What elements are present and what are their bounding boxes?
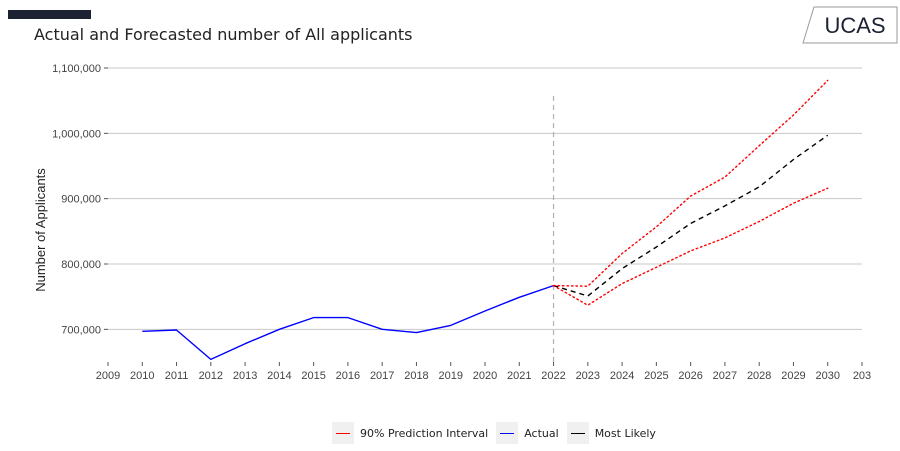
x-tick-label: 2014 xyxy=(267,370,291,382)
x-tick-label: 2021 xyxy=(507,370,531,382)
x-tick-label: 2022 xyxy=(541,370,565,382)
legend: 90% Prediction Interval Actual Most Like… xyxy=(332,421,664,445)
chart-title: Actual and Forecasted number of All appl… xyxy=(34,25,413,44)
logo-text: UCAS xyxy=(824,13,885,38)
x-tick-label: 2011 xyxy=(165,370,189,382)
x-tick-label: 2024 xyxy=(610,370,634,382)
x-tick-label: 2012 xyxy=(199,370,223,382)
header-accent-bar xyxy=(8,10,91,19)
y-axis-label: Number of Applicants xyxy=(33,168,48,292)
x-tick-label: 2025 xyxy=(644,370,668,382)
x-tick-label: 2016 xyxy=(336,370,360,382)
x-tick-label: 2027 xyxy=(713,370,737,382)
x-tick-label: 2028 xyxy=(747,370,771,382)
legend-item-prediction-interval: 90% Prediction Interval xyxy=(332,422,488,444)
x-tick-label: 2030 xyxy=(815,370,839,382)
y-tick-label: 1,000,000 xyxy=(52,128,101,140)
x-tick-label: 2023 xyxy=(576,370,600,382)
x-tick-label: 2018 xyxy=(404,370,428,382)
x-tick-label: 2026 xyxy=(678,370,702,382)
legend-label: Actual xyxy=(524,426,559,440)
legend-item-most-likely: Most Likely xyxy=(566,422,656,444)
y-tick-label: 1,100,000 xyxy=(52,63,101,75)
series-line-90-prediction-interval xyxy=(552,187,829,306)
legend-key-black xyxy=(566,422,589,444)
legend-label: Most Likely xyxy=(594,426,656,440)
x-tick-label: 2029 xyxy=(781,370,805,382)
x-tick-label: 2020 xyxy=(473,370,497,382)
series-line-actual xyxy=(142,284,554,361)
series-lines xyxy=(142,79,829,361)
y-tick-label: 700,000 xyxy=(61,324,101,336)
y-tick-label: 800,000 xyxy=(61,259,101,271)
x-tick-label: 2013 xyxy=(233,370,257,382)
legend-key-red xyxy=(332,422,354,444)
legend-label: 90% Prediction Interval xyxy=(360,426,489,440)
x-tick-label: 2010 xyxy=(130,370,154,382)
legend-key-blue xyxy=(496,422,519,444)
series-line-90-prediction-interval xyxy=(552,79,829,287)
y-tick-label: 900,000 xyxy=(61,194,101,206)
series-line-most-likely xyxy=(553,134,829,297)
x-tick-label: 2009 xyxy=(96,370,120,382)
gridlines xyxy=(108,67,862,330)
x-tick-label: 2015 xyxy=(301,370,325,382)
x-tick-label: 203 xyxy=(853,370,871,382)
ucas-logo: UCAS xyxy=(802,6,898,44)
x-tick-label: 2019 xyxy=(438,370,462,382)
legend-item-actual: Actual xyxy=(496,422,559,444)
axes: 700,000 800,000 900,000 1,000,000 1,100,000 2… xyxy=(52,63,871,382)
x-tick-label: 2017 xyxy=(370,370,394,382)
